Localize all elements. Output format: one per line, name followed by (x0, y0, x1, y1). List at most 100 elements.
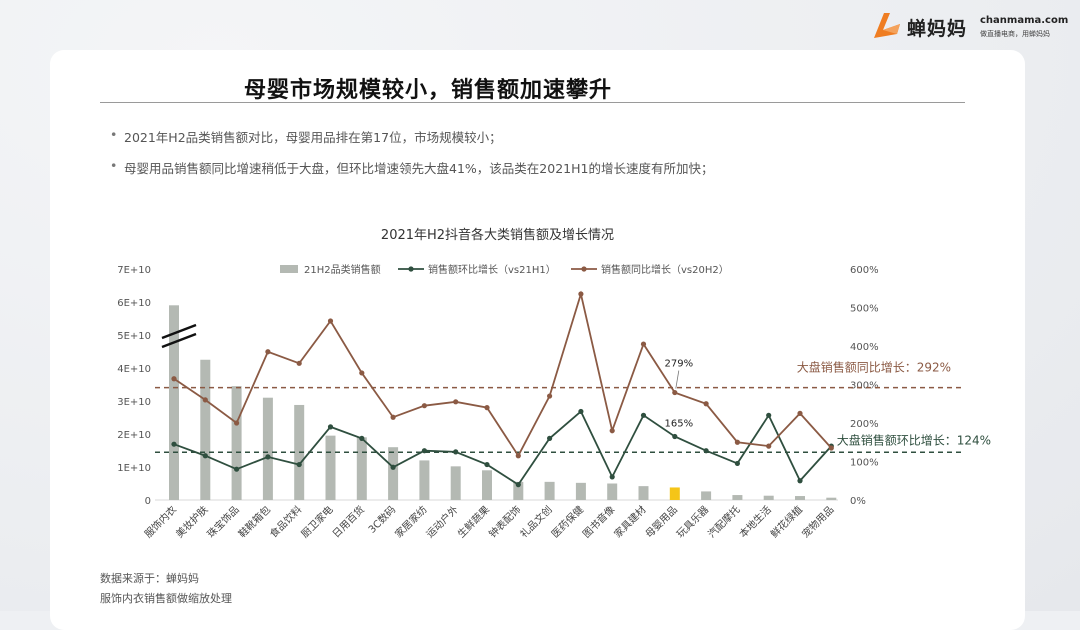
bar-服饰内衣 (169, 305, 179, 500)
series-point (547, 435, 553, 441)
bar-日用百货 (356, 437, 367, 500)
series-point (547, 393, 553, 399)
category-label: 家具建材 (611, 503, 648, 540)
data-label: 279% (665, 359, 694, 370)
left-axis-tick-label: 6E+10 (117, 298, 151, 309)
brand-name-cn: 蝉妈妈 (907, 18, 968, 40)
series-point (327, 318, 334, 324)
category-label: 汽配摩托 (705, 503, 742, 540)
series-point (734, 439, 741, 445)
bar-宠物用品 (826, 497, 837, 500)
legend-label: 21H2品类销售额 (304, 263, 381, 276)
legend-swatch-dot (581, 266, 587, 272)
category-label: 生鲜蔬果 (455, 503, 492, 540)
bullet-point-2: 母婴用品销售额同比增速稍低于大盘，但环比增速领先大盘41%，该品类在2021H1… (110, 158, 713, 177)
bar-家居家纺 (419, 460, 430, 500)
content-card (50, 50, 1025, 630)
category-label: 3C数码 (365, 503, 398, 536)
series-point (578, 408, 584, 415)
chart-title: 2021年H2抖音各大类销售额及增长情况 (380, 228, 615, 243)
series-point (672, 389, 678, 396)
bar-汽配摩托 (732, 495, 743, 500)
category-label: 母婴用品 (643, 504, 680, 541)
footnote-scaling: 服饰内衣销售额做缩放处理 (100, 592, 232, 605)
series-point (515, 482, 521, 488)
brand-logo: 蝉妈妈 chanmama.com 做直播电商，用蝉妈妈 (870, 10, 1070, 44)
series-point (578, 291, 584, 297)
series-point (327, 424, 334, 430)
series-point (609, 474, 615, 480)
right-axis-tick-label: 600% (850, 265, 879, 276)
series-point (234, 466, 240, 472)
series-point (672, 433, 678, 440)
bar-母婴用品 (669, 487, 680, 500)
series-point (734, 460, 741, 467)
bar-运动户外 (450, 466, 461, 500)
axis-break-mark (161, 323, 197, 340)
series-point (421, 448, 427, 454)
data-label: 165% (665, 418, 694, 429)
bar-厨卫家电 (325, 435, 336, 500)
series-point (265, 349, 271, 355)
bar-医药保健 (575, 482, 586, 500)
series-point (484, 461, 490, 468)
series-point (640, 412, 647, 418)
bar-3C数码 (388, 447, 399, 500)
series-point (234, 420, 240, 426)
bar-图书音像 (607, 483, 618, 500)
bar-美妆护肤 (200, 359, 211, 500)
sales-growth-chart: 0 1E+10 2E+10 3E+10 4E+10 5E+10 6E+10 7E+10 0% 10… (117, 263, 991, 541)
legend-swatch-dot (408, 266, 414, 272)
series-point (484, 405, 490, 411)
series-point (640, 341, 647, 347)
data-label-leader (675, 370, 680, 389)
category-label: 玩具乐器 (674, 504, 711, 541)
right-axis-tick-label: 100% (850, 458, 879, 469)
category-label: 鲜花绿植 (768, 503, 805, 540)
series-point (515, 453, 521, 459)
series-point (766, 412, 772, 418)
category-label: 美妆护肤 (173, 503, 210, 540)
series-line-1 (173, 410, 832, 486)
legend-label: 销售额环比增长（vs21H1） (428, 263, 556, 276)
series-point (703, 448, 709, 454)
bar-鞋靴箱包 (262, 397, 273, 500)
brand-slogan: 做直播电商，用蝉妈妈 (980, 30, 1050, 38)
series-point (609, 428, 615, 434)
category-label: 运动户外 (423, 503, 460, 540)
series-point (390, 464, 396, 470)
series-point (265, 454, 271, 460)
series-point (766, 443, 772, 449)
left-axis-tick-label: 7E+10 (117, 265, 151, 276)
series-point (703, 401, 709, 407)
page-title: 母婴市场规模较小，销售额加速攀升 (244, 78, 613, 103)
bar-钟表配饰 (513, 481, 524, 500)
bar-生鲜蔬果 (482, 470, 492, 500)
category-label: 珠宝饰品 (204, 503, 241, 540)
series-point (421, 403, 427, 409)
series-point (296, 461, 302, 468)
series-point (828, 445, 834, 451)
left-axis-tick-label: 0 (145, 496, 151, 507)
category-label: 钟表配饰 (486, 503, 523, 540)
axis-break-mark (161, 332, 197, 349)
legend-label: 销售额同比增长（vs20H2） (601, 263, 729, 276)
category-label: 医药保健 (549, 503, 586, 540)
category-label: 食品饮料 (267, 503, 304, 540)
category-label: 礼品文创 (517, 503, 554, 540)
brand-name-en: chanmama.com (980, 15, 1069, 26)
category-label: 服饰内衣 (142, 503, 179, 540)
bar-家具建材 (638, 486, 649, 500)
reference-line-label: 大盘销售额环比增长：124% (837, 432, 991, 447)
bar-珠宝饰品 (231, 386, 242, 500)
category-label: 日用百货 (329, 503, 366, 540)
category-label: 厨卫家电 (298, 503, 335, 540)
category-label: 本地生活 (736, 503, 773, 540)
bar-礼品文创 (544, 481, 555, 500)
series-point (390, 414, 396, 420)
series-point (453, 399, 459, 405)
category-label: 图书音像 (580, 503, 617, 540)
chanmama-logo-icon (874, 13, 900, 38)
series-point (171, 376, 177, 382)
series-point (171, 441, 177, 447)
